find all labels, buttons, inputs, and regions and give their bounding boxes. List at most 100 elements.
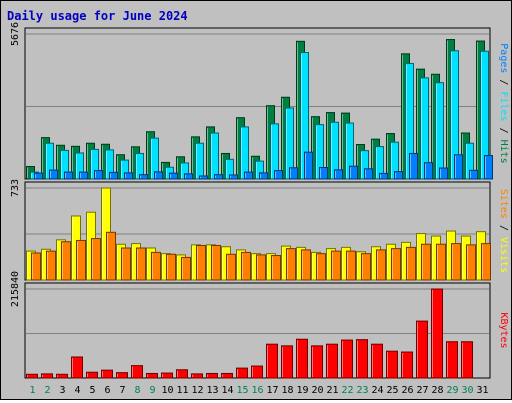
x-tick-label: 28 — [431, 385, 443, 396]
kbytes-bar-kbytes — [386, 350, 398, 379]
hits-bar-pages — [49, 169, 58, 180]
x-tick-label: 6 — [104, 385, 110, 396]
kbytes-bar-kbytes — [401, 351, 413, 379]
kbytes-bar-kbytes — [371, 343, 383, 379]
x-tick-label: 16 — [251, 385, 263, 396]
x-tick-label: 22 — [341, 385, 353, 396]
x-tick-label: 31 — [476, 385, 488, 396]
legend-separator: / — [498, 219, 509, 237]
x-tick-label: 3 — [59, 385, 65, 396]
kbytes-bar-kbytes — [161, 372, 173, 379]
legend-item-kbytes: KBytes — [498, 312, 509, 348]
visits-bar-sites — [151, 251, 161, 281]
kbytes-bar-kbytes — [41, 373, 53, 379]
kbytes-bar-kbytes — [206, 372, 218, 379]
x-tick-label: 18 — [281, 385, 293, 396]
legend-item-visits: Visits — [498, 237, 509, 273]
hits-bar-pages — [394, 171, 403, 180]
x-tick-label: 10 — [161, 385, 173, 396]
hits-bar-pages — [154, 171, 163, 180]
chart-title: Daily usage for June 2024 — [7, 9, 188, 23]
hits-bar-pages — [169, 172, 178, 180]
visits-bar-sites — [391, 248, 401, 281]
hits-bar-pages — [34, 172, 43, 180]
visits-bar-sites — [106, 231, 116, 281]
hits-max-label: 5676 — [10, 22, 21, 46]
visits-bar-sites — [181, 256, 191, 281]
visits-bar-sites — [346, 250, 356, 281]
kbytes-bar-kbytes — [131, 365, 143, 379]
x-tick-label: 23 — [356, 385, 368, 396]
kbytes-bar-kbytes — [56, 373, 68, 379]
visits-bar-sites — [466, 244, 476, 281]
visits-bar-sites — [46, 250, 56, 281]
legend-separator: / — [498, 122, 509, 140]
hits-bar-pages — [199, 175, 208, 180]
visits-max-label: 733 — [10, 179, 21, 197]
visits-bar-sites — [166, 253, 176, 281]
visits-bar-sites — [406, 246, 416, 281]
kbytes-legend: KBytes — [498, 312, 509, 348]
hits-bar-pages — [214, 174, 223, 180]
visits-bar-sites — [136, 247, 146, 281]
kbytes-bar-kbytes — [176, 369, 188, 379]
hits-bar-pages — [259, 172, 268, 180]
hits-bar-pages — [79, 171, 88, 180]
visits-bar-sites — [331, 250, 341, 281]
x-tick-label: 7 — [119, 385, 125, 396]
hits-bar-pages — [424, 162, 433, 180]
kbytes-bar-kbytes — [356, 339, 368, 379]
kbytes-bar-kbytes — [146, 372, 158, 379]
hits-bar-pages — [94, 170, 103, 180]
kbytes-bar-kbytes — [446, 341, 458, 379]
visits-bar-sites — [241, 251, 251, 281]
x-tick-label: 19 — [296, 385, 308, 396]
x-tick-label: 15 — [236, 385, 248, 396]
kbytes-bar-kbytes — [266, 343, 278, 379]
legend-item-pages: Pages — [498, 43, 509, 73]
visits-bar-sites — [451, 243, 461, 281]
hits-bar-pages — [64, 171, 73, 180]
hits-bar-pages — [184, 173, 193, 180]
hits-bar-pages — [484, 154, 493, 180]
visits-bar-sites — [211, 244, 221, 281]
hits-bar-pages — [469, 169, 478, 180]
x-tick-label: 26 — [401, 385, 413, 396]
x-tick-label: 9 — [149, 385, 155, 396]
hits-bar-pages — [364, 168, 373, 180]
hits-bar-pages — [124, 172, 133, 180]
kbytes-bar-kbytes — [431, 288, 443, 379]
legend-separator: / — [498, 73, 509, 91]
kbytes-bar-kbytes — [26, 373, 38, 379]
visits-bar-sites — [286, 248, 296, 281]
x-tick-label: 25 — [386, 385, 398, 396]
visits-bar-sites — [271, 255, 281, 281]
visits-bar-sites — [376, 249, 386, 281]
visits-bar-sites — [61, 241, 71, 281]
hits-bar-pages — [454, 154, 463, 180]
visits-bar-sites — [421, 243, 431, 281]
kbytes-bar-kbytes — [221, 372, 233, 379]
legend-item-sites: Sites — [498, 189, 509, 219]
x-tick-label: 11 — [176, 385, 188, 396]
kbytes-bar-kbytes — [341, 339, 353, 379]
x-tick-label: 5 — [89, 385, 95, 396]
visits-bar-sites — [361, 253, 371, 281]
hits-bar-pages — [274, 170, 283, 180]
hits-bar-pages — [334, 169, 343, 180]
visits-bar-sites — [226, 253, 236, 281]
x-tick-label: 27 — [416, 385, 428, 396]
visits-bar-sites — [436, 243, 446, 281]
kbytes-bar-kbytes — [251, 365, 263, 379]
hits-bar-pages — [244, 171, 253, 180]
hits-bar-pages — [349, 165, 358, 180]
visits-bar-sites — [316, 253, 326, 281]
kbytes-max-label: 215840 — [10, 271, 21, 307]
kbytes-bar-kbytes — [191, 373, 203, 379]
visits-bar-sites — [256, 254, 266, 281]
hits-bar-pages — [319, 167, 328, 180]
kbytes-bar-kbytes — [86, 371, 98, 379]
panel-kbytes: 215840 KBytes — [10, 271, 509, 379]
